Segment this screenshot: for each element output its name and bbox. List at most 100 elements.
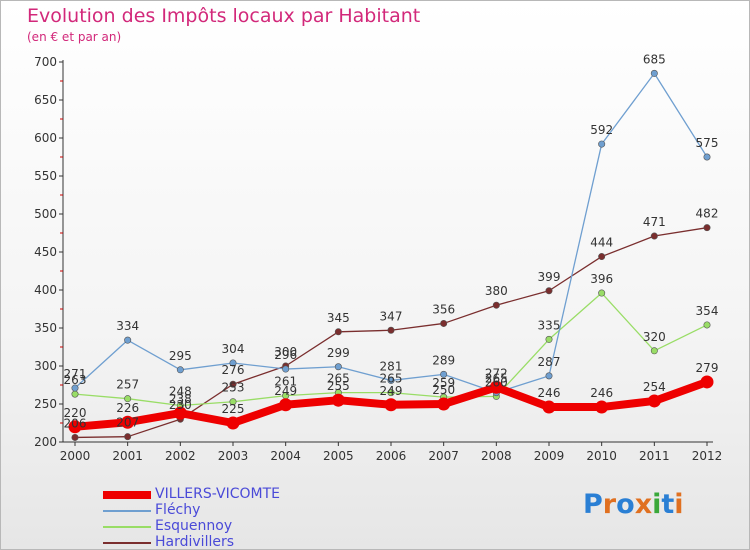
data-point bbox=[331, 393, 345, 407]
data-point bbox=[387, 389, 395, 397]
data-label: 575 bbox=[696, 136, 719, 150]
x-tick-label: 2008 bbox=[481, 449, 512, 463]
logo-letter: r bbox=[602, 489, 617, 520]
y-tick-label: 500 bbox=[34, 207, 57, 221]
data-label: 592 bbox=[590, 123, 613, 137]
data-point bbox=[650, 232, 658, 240]
data-point bbox=[334, 328, 342, 336]
data-label: 300 bbox=[274, 345, 297, 359]
legend-item: VILLERS-VICOMTE bbox=[97, 486, 357, 503]
chart-subtitle: (en € et par an) bbox=[27, 30, 122, 44]
logo-letter: x bbox=[634, 489, 653, 520]
data-label: 261 bbox=[274, 375, 297, 389]
data-point bbox=[173, 406, 187, 420]
legend-swatch bbox=[103, 526, 151, 528]
y-tick-label: 350 bbox=[34, 321, 57, 335]
data-label: 345 bbox=[327, 311, 350, 325]
data-label: 249 bbox=[380, 384, 403, 398]
data-label: 207 bbox=[116, 416, 139, 430]
data-point bbox=[545, 335, 553, 343]
logo-letter: i bbox=[674, 489, 684, 520]
legend-label: Esquennoy bbox=[155, 518, 233, 534]
data-point bbox=[440, 319, 448, 327]
legend-label: VILLERS-VICOMTE bbox=[155, 486, 280, 502]
y-tick-label: 700 bbox=[34, 55, 57, 69]
legend-swatch bbox=[103, 491, 151, 499]
data-label: 685 bbox=[643, 52, 666, 66]
y-tick-label: 250 bbox=[34, 397, 57, 411]
x-tick-label: 2005 bbox=[323, 449, 354, 463]
data-point bbox=[703, 153, 711, 161]
data-label: 276 bbox=[222, 363, 245, 377]
x-tick-label: 2009 bbox=[534, 449, 565, 463]
data-label: 271 bbox=[64, 367, 87, 381]
y-tick-label: 450 bbox=[34, 245, 57, 259]
data-point bbox=[650, 347, 658, 355]
data-label: 257 bbox=[116, 378, 139, 392]
data-label: 226 bbox=[116, 401, 139, 415]
y-tick-label: 400 bbox=[34, 283, 57, 297]
x-tick-label: 2006 bbox=[376, 449, 407, 463]
data-label: 225 bbox=[222, 402, 245, 416]
logo-letter: t bbox=[661, 489, 675, 520]
y-tick-label: 200 bbox=[34, 435, 57, 449]
data-label: 334 bbox=[116, 319, 139, 333]
x-tick-label: 2007 bbox=[428, 449, 459, 463]
data-point bbox=[71, 390, 79, 398]
y-tick-label: 600 bbox=[34, 131, 57, 145]
data-label: 263 bbox=[64, 373, 87, 387]
y-tick-label: 650 bbox=[34, 93, 57, 107]
proxiti-logo: Proxiti bbox=[583, 489, 684, 520]
data-label: 260 bbox=[485, 375, 508, 389]
data-labels: 206 207 230 276 300 345 347 356 380 399 444 471 482 2… bbox=[64, 52, 719, 430]
legend-item: Fléchy bbox=[97, 502, 357, 519]
data-label: 272 bbox=[485, 366, 508, 380]
data-point bbox=[647, 394, 661, 408]
data-point bbox=[437, 397, 451, 411]
data-label: 320 bbox=[643, 330, 666, 344]
data-label: 289 bbox=[432, 353, 455, 367]
data-point bbox=[71, 433, 79, 441]
data-label: 259 bbox=[432, 376, 455, 390]
data-label: 335 bbox=[538, 318, 561, 332]
data-point bbox=[598, 289, 606, 297]
x-tick-label: 2003 bbox=[218, 449, 249, 463]
x-tick-label: 2000 bbox=[60, 449, 91, 463]
data-point bbox=[229, 359, 237, 367]
data-point bbox=[703, 321, 711, 329]
series-line bbox=[74, 72, 708, 394]
data-label: 380 bbox=[485, 284, 508, 298]
data-label: 347 bbox=[380, 309, 403, 323]
x-tick-label: 2012 bbox=[692, 449, 723, 463]
data-label: 482 bbox=[696, 207, 719, 221]
data-label: 250 bbox=[432, 383, 455, 397]
data-point bbox=[387, 376, 395, 384]
data-label: 471 bbox=[643, 215, 666, 229]
data-label: 444 bbox=[590, 236, 613, 250]
data-point bbox=[282, 365, 290, 373]
data-label: 265 bbox=[485, 372, 508, 386]
data-label: 296 bbox=[274, 348, 297, 362]
data-label: 265 bbox=[380, 372, 403, 386]
data-label: 265 bbox=[327, 372, 350, 386]
data-label: 248 bbox=[169, 385, 192, 399]
chart-title: Evolution des Impôts locaux par Habitant bbox=[27, 5, 421, 27]
data-label: 246 bbox=[538, 386, 561, 400]
x-tick-label: 2011 bbox=[639, 449, 670, 463]
data-point bbox=[124, 336, 132, 344]
x-tick-label: 2001 bbox=[112, 449, 143, 463]
data-point bbox=[68, 420, 82, 434]
data-label: 299 bbox=[327, 346, 350, 360]
data-label: 281 bbox=[380, 359, 403, 373]
data-point bbox=[121, 415, 135, 429]
legend-label: Fléchy bbox=[155, 502, 201, 518]
data-label: 354 bbox=[696, 304, 719, 318]
logo-letter: o bbox=[616, 489, 635, 520]
data-label: 206 bbox=[64, 416, 87, 430]
data-point bbox=[71, 384, 79, 392]
data-point bbox=[703, 224, 711, 232]
data-point bbox=[595, 400, 609, 414]
data-point bbox=[387, 326, 395, 334]
legend-swatch bbox=[103, 510, 151, 512]
